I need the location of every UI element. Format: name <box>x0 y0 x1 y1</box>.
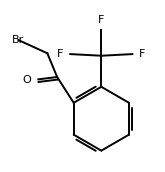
Text: O: O <box>22 75 31 85</box>
Text: F: F <box>139 49 145 59</box>
Text: F: F <box>57 49 64 59</box>
Text: Br: Br <box>12 35 24 45</box>
Text: F: F <box>98 15 104 25</box>
